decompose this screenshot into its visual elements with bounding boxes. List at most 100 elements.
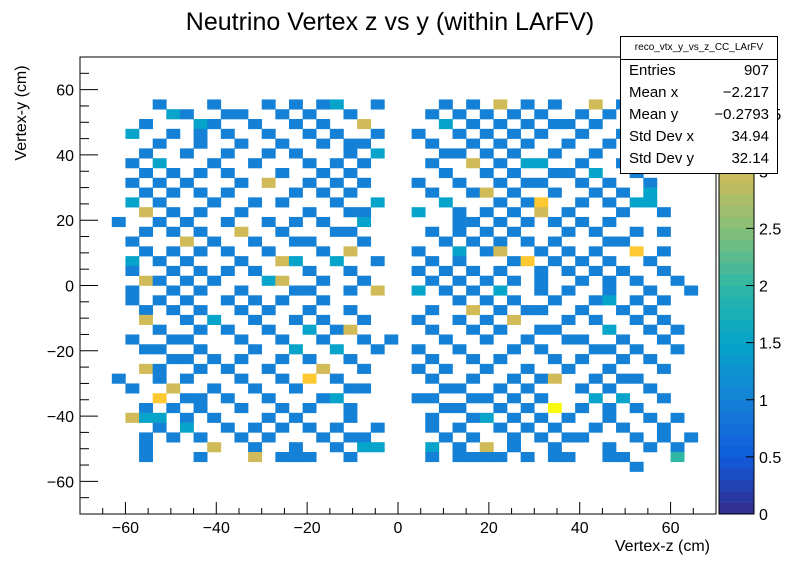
heatmap-cell (425, 275, 440, 286)
heatmap-cell (547, 295, 562, 306)
heatmap-cell (602, 451, 617, 463)
heatmap-cell (139, 451, 153, 463)
heatmap-cell (452, 422, 467, 433)
heatmap-cell (248, 119, 263, 130)
heatmap-cell (493, 324, 508, 335)
heatmap-cell (316, 314, 331, 325)
heatmap-cell (493, 177, 508, 188)
heatmap-cell (261, 246, 276, 257)
heatmap-cell (343, 383, 358, 394)
heatmap-cell (316, 99, 331, 110)
heatmap-cell (452, 246, 467, 257)
heatmap-cell (479, 167, 494, 179)
heatmap-cell (193, 226, 208, 237)
heatmap-cell (452, 275, 467, 286)
heatmap-cell (316, 216, 331, 228)
heatmap-cell (179, 216, 194, 228)
heatmap-cell (534, 432, 549, 443)
palette-tick-label: 2.5 (759, 221, 781, 238)
heatmap-cell (248, 158, 263, 169)
heatmap-cell (561, 167, 576, 179)
heatmap-cell (425, 393, 440, 404)
heatmap-cell (166, 128, 181, 139)
heatmap-cell (193, 285, 208, 296)
heatmap-cell (343, 412, 358, 423)
heatmap-cell (207, 314, 222, 325)
heatmap-cell (479, 128, 494, 139)
heatmap-cell (425, 158, 440, 169)
heatmap-cell (466, 432, 481, 443)
heatmap-cell (316, 295, 331, 306)
heatmap-cell (656, 226, 671, 237)
heatmap-cell (438, 148, 453, 159)
heatmap-cell (656, 432, 671, 443)
heatmap-cell (507, 275, 521, 286)
heatmap-cell (656, 314, 671, 325)
heatmap-cell (547, 216, 562, 228)
heatmap-cell (329, 373, 344, 384)
heatmap-cell (507, 295, 521, 306)
heatmap-cell (166, 109, 181, 120)
heatmap-cell (479, 275, 494, 286)
heatmap-cell (602, 285, 617, 296)
heatmap-cell (139, 275, 153, 286)
heatmap-cell (643, 187, 658, 198)
heatmap-cell (466, 354, 481, 365)
x-tick-label: 40 (571, 520, 589, 537)
heatmap-cell (534, 344, 549, 355)
heatmap-cell (438, 167, 453, 179)
chart-title: Neutrino Vertex z vs y (within LArFV) (186, 8, 594, 36)
stats-title: reco_vtx_y_vs_z_CC_LArFV (621, 37, 777, 60)
heatmap-cell (493, 197, 508, 208)
stats-value: −2.217 (722, 84, 769, 101)
heatmap-cell (193, 432, 208, 443)
heatmap-cell (220, 324, 235, 335)
heatmap-cell (193, 207, 208, 218)
heatmap-cell (616, 422, 630, 433)
heatmap-cell (357, 334, 372, 345)
heatmap-cell (656, 265, 671, 277)
heatmap-cell (507, 344, 521, 355)
heatmap-cell (275, 422, 290, 433)
heatmap-cell (452, 128, 467, 139)
heatmap-cell (643, 177, 658, 188)
palette-tick-label: 2 (759, 279, 768, 296)
heatmap-cell (466, 393, 481, 404)
heatmap-cell (479, 109, 494, 120)
heatmap-cell (179, 412, 194, 423)
heatmap-cell (534, 305, 549, 316)
heatmap-cell (179, 354, 194, 365)
heatmap-cell (438, 119, 453, 130)
heatmap-cell (357, 314, 372, 325)
heatmap-cell (370, 148, 385, 159)
heatmap-cell (370, 344, 385, 355)
heatmap-cell (302, 354, 317, 365)
heatmap-cell (357, 138, 372, 149)
heatmap-cell (493, 403, 508, 414)
heatmap-cell (425, 373, 440, 384)
heatmap-cell (520, 363, 535, 374)
heatmap-cell (493, 119, 508, 130)
heatmap-cell (288, 383, 303, 394)
heatmap-cell (588, 246, 603, 257)
heatmap-cell (166, 403, 181, 414)
heatmap-cell (179, 422, 194, 433)
heatmap-cell (588, 393, 603, 404)
heatmap-cell (288, 344, 303, 355)
heatmap-cell (234, 432, 249, 443)
heatmap-cell (316, 275, 331, 286)
heatmap-cell (288, 119, 303, 130)
heatmap-cell (357, 275, 372, 286)
palette-swatch (719, 388, 754, 401)
heatmap-cell (275, 354, 290, 365)
heatmap-cell (166, 305, 181, 316)
heatmap-cell (561, 363, 576, 374)
y-tick-label: 60 (56, 83, 74, 100)
heatmap-cell (193, 363, 208, 374)
heatmap-cell (248, 422, 263, 433)
heatmap-cell (534, 393, 549, 404)
palette-swatch (719, 468, 754, 481)
heatmap-cell (438, 403, 453, 414)
heatmap-cell (602, 138, 617, 149)
heatmap-cell (507, 226, 521, 237)
